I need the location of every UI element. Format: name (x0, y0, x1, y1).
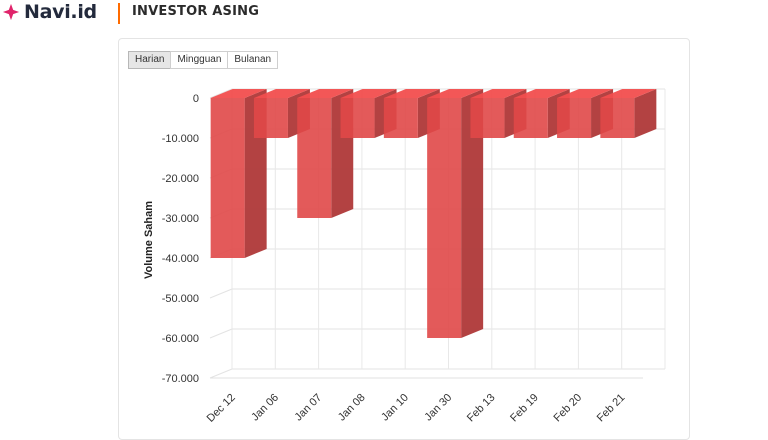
bar-front (253, 98, 288, 138)
bar-side (634, 89, 657, 138)
tab-harian[interactable]: Harian (128, 51, 172, 69)
bar-top (513, 89, 570, 98)
page-title: INVESTOR ASING (132, 4, 260, 19)
x-tick-label: Jan 10 (379, 392, 411, 424)
header-divider (118, 3, 120, 24)
x-tick-label: Jan 30 (422, 392, 454, 424)
gridline-side (209, 288, 233, 299)
sparkle-icon (2, 3, 20, 21)
bar[interactable] (427, 89, 484, 338)
y-tick-label: -30.000 (162, 213, 199, 225)
y-tick-label: -20.000 (162, 173, 199, 185)
y-tick-label: -60.000 (162, 333, 199, 345)
bar-top (297, 89, 354, 98)
x-tick-label: Feb 13 (465, 392, 498, 425)
bar-top (470, 89, 527, 98)
bars (210, 89, 657, 338)
tab-bulanan[interactable]: Bulanan (227, 51, 279, 69)
bar-front (297, 98, 332, 218)
x-tick-label: Jan 07 (293, 392, 325, 424)
period-tabs: Harian Mingguan Bulanan (128, 51, 279, 69)
gridline-side (209, 328, 233, 339)
bar-front (210, 98, 245, 258)
bar-top (600, 89, 657, 98)
bar-top (383, 89, 440, 98)
gridline-side (209, 88, 233, 99)
x-tick-label: Jan 08 (336, 392, 368, 424)
bar-top (427, 89, 484, 98)
x-tick-label: Feb 20 (551, 392, 584, 425)
x-tick-label: Feb 21 (595, 392, 628, 425)
x-tick-label: Jan 06 (249, 392, 281, 424)
bar-front (427, 98, 462, 338)
bar-top (557, 89, 614, 98)
y-tick-label: -40.000 (162, 253, 199, 265)
bar-front (600, 98, 635, 138)
y-tick-label: -10.000 (162, 133, 199, 145)
y-axis-title: Volume Saham (143, 201, 155, 279)
bar-front (557, 98, 592, 138)
bar-front (340, 98, 375, 138)
bar-side (461, 89, 484, 338)
y-axis: 0 -10.000 -20.000 -30.000 -40.000 -50.000 -60.… (162, 93, 199, 385)
y-tick-label: -50.000 (162, 293, 199, 305)
bar-top (253, 89, 310, 98)
bar-front (470, 98, 505, 138)
bar[interactable] (600, 89, 657, 138)
x-axis: Dec 12 Jan 06 Jan 07 Jan 08 Jan 10 Jan 30 Feb … (205, 392, 628, 425)
y-tick-label: 0 (193, 93, 199, 105)
x-tick-label: Feb 19 (508, 392, 541, 425)
bar-front (383, 98, 418, 138)
bar-top (340, 89, 397, 98)
y-tick-label: -70.000 (162, 373, 199, 385)
bar-front (513, 98, 548, 138)
logo-text: Navi.id (24, 1, 97, 23)
x-tick-label: Dec 12 (205, 392, 238, 425)
bar-top (210, 89, 267, 98)
logo[interactable]: Navi.id (2, 1, 97, 23)
gridline-side (209, 368, 233, 379)
